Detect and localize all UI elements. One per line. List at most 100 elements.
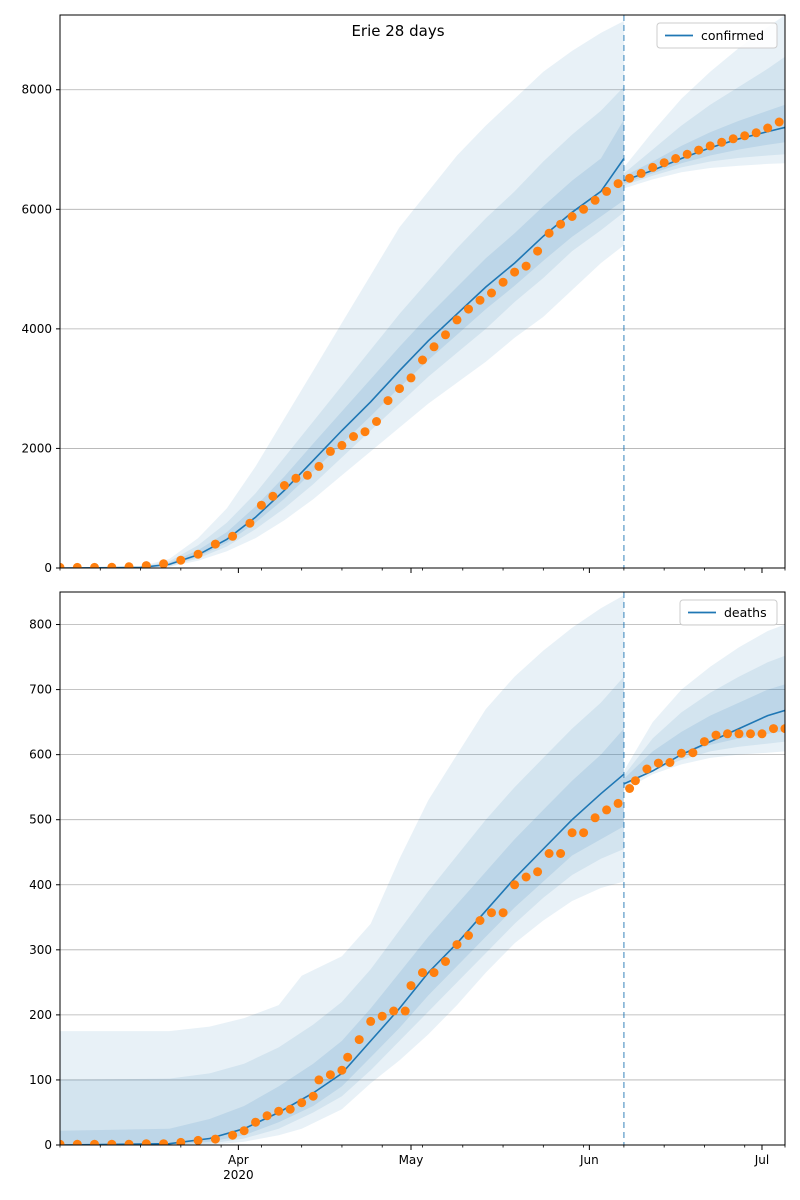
bottom-xtick-label: Apr [228, 1153, 249, 1167]
bottom-ytick-label: 200 [29, 1008, 52, 1022]
bottom-ytick-label: 0 [44, 1138, 52, 1152]
top-observed-point [533, 246, 543, 256]
top-observed-point [314, 461, 324, 471]
top-observed-point [544, 228, 554, 238]
bottom-observed-point [498, 908, 508, 918]
bottom-observed-point [544, 849, 554, 858]
top-observed-point [602, 186, 612, 196]
bottom-observed-point [688, 748, 698, 758]
top-observed-point [256, 500, 266, 510]
top-observed-point [383, 396, 393, 406]
bottom-observed-point [176, 1137, 186, 1145]
top-observed-point [510, 267, 520, 277]
bottom-legend: deaths [679, 599, 778, 626]
top-observed-point [487, 288, 496, 298]
bottom-ytick-label: 500 [29, 813, 52, 827]
top-observed-point [613, 179, 623, 189]
top-observed-point [72, 562, 82, 568]
bottom-xtick-label: May [399, 1153, 424, 1167]
top-observed-point [360, 427, 370, 437]
top-band-forecast-middle [623, 56, 785, 186]
bottom-observed-point [441, 957, 450, 966]
bottom-observed-point [141, 1139, 151, 1145]
bottom-observed-point [297, 1098, 307, 1108]
top-observed-point [475, 295, 485, 305]
top-observed-point [141, 561, 151, 568]
bottom-forecast-median-line [623, 709, 785, 785]
top-observed-point [751, 128, 761, 138]
top-observed-point [159, 559, 169, 568]
bottom-observed-point [642, 764, 652, 774]
top-observed-point [740, 131, 750, 141]
top-observed-point [659, 158, 669, 168]
bottom-observed-point [274, 1106, 284, 1116]
bottom-band-middle [60, 676, 624, 1145]
bottom-observed-point [590, 813, 600, 823]
bottom-observed-point [676, 748, 686, 758]
bottom-observed-point [567, 828, 577, 838]
bottom-observed-point [262, 1111, 272, 1121]
bottom-ytick-label: 700 [29, 683, 52, 697]
bottom-observed-point [285, 1104, 295, 1114]
bottom-observed-point [210, 1134, 220, 1144]
bottom-observed-point [60, 1139, 65, 1145]
bottom-observed-point [734, 729, 744, 739]
bottom-observed-point [193, 1135, 203, 1145]
bottom-observed-point [308, 1091, 318, 1101]
bottom-observed-point [665, 758, 675, 767]
bottom-observed-point [251, 1117, 261, 1127]
top-observed-point [193, 549, 203, 559]
top-band-outer [60, 21, 624, 568]
bottom-band-forecast-inner [623, 684, 785, 786]
top-observed-point [418, 355, 427, 365]
bottom-xtick-year-label: 2020 [223, 1168, 254, 1182]
bottom-legend-label: deaths [724, 605, 767, 620]
bottom-observed-point [487, 908, 496, 918]
top-observed-point [763, 123, 773, 133]
top-observed-point [590, 195, 600, 205]
top-observed-point [372, 417, 381, 426]
top-observed-point [228, 531, 238, 541]
top-legend: confirmed [656, 22, 778, 49]
top-plot-area [60, 15, 785, 568]
bottom-band-inner [60, 728, 624, 1145]
bottom-observed-point [72, 1139, 82, 1145]
bottom-observed-point [746, 729, 755, 739]
bottom-observed-point [159, 1139, 169, 1145]
top-observed-point [556, 219, 566, 229]
top-ytick-label: 2000 [21, 441, 52, 455]
chart-title: Erie 28 days [351, 22, 444, 40]
top-observed-point [682, 149, 692, 159]
bottom-observed-point [613, 798, 623, 808]
bottom-observed-point [124, 1139, 134, 1145]
top-observed-point [636, 168, 646, 178]
top-observed-point [441, 330, 450, 340]
bottom-observed-point [389, 1006, 399, 1016]
top-observed-point [268, 491, 278, 501]
top-observed-point [210, 539, 220, 549]
top-observed-point [291, 473, 301, 483]
top-observed-point [107, 562, 117, 568]
bottom-observed-point [510, 880, 520, 890]
bottom-observed-point [533, 867, 543, 877]
top-observed-point [648, 162, 658, 172]
top-ytick-label: 6000 [21, 202, 52, 216]
top-observed-point [337, 440, 347, 450]
confirmed-panel: 0 2000 4000 6000 8000 confirmed [21, 14, 786, 575]
top-observed-point [521, 261, 531, 271]
bottom-observed-point [757, 729, 767, 739]
bottom-observed-point [556, 849, 566, 858]
bottom-observed-point [723, 729, 732, 739]
bottom-observed-point [325, 1070, 335, 1080]
top-observed-point [325, 446, 335, 456]
bottom-observed-point [90, 1139, 99, 1145]
bottom-band-forecast-outer [623, 624, 785, 791]
bottom-observed-point [418, 968, 427, 978]
top-observed-point [429, 342, 439, 352]
top-observed-point [349, 432, 358, 441]
bottom-observed-point [625, 784, 635, 793]
top-observed-point [90, 562, 99, 568]
top-observed-point [302, 470, 312, 480]
bottom-observed-point [337, 1065, 347, 1075]
